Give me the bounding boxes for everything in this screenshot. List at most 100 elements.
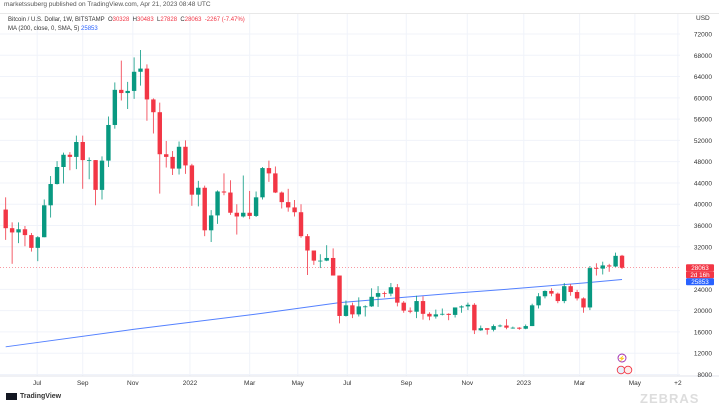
y-tick-label: 12000 xyxy=(694,351,712,358)
flags-icon-2 xyxy=(623,365,633,375)
last-price-label-bg xyxy=(686,264,714,272)
candle-body xyxy=(465,304,471,307)
x-tick-label: Mar xyxy=(574,380,586,387)
candle-body xyxy=(311,250,317,261)
y-tick-label: 48000 xyxy=(694,159,712,166)
candle-body xyxy=(523,326,528,329)
candle-body xyxy=(196,187,201,195)
candle-body xyxy=(510,327,516,329)
ma-price-label-bg xyxy=(686,278,714,286)
candle-body xyxy=(382,293,387,294)
x-tick-label: Nov xyxy=(462,380,474,387)
tradingview-logo[interactable]: TradingView xyxy=(6,393,61,400)
ma-price-label: 25853 xyxy=(691,279,709,286)
watermark: ZEBRAS xyxy=(640,391,700,406)
candle-body xyxy=(208,215,214,231)
lightning-icon xyxy=(617,353,627,363)
y-tick-label: 68000 xyxy=(694,53,712,60)
y-tick-label: 36000 xyxy=(694,223,712,230)
candle-body xyxy=(459,306,464,308)
chart-frame[interactable] xyxy=(0,13,719,408)
y-tick-label: 8000 xyxy=(698,372,713,379)
legend-symbol[interactable]: Bitcoin / U.S. Dollar, 1W, BITSTAMP xyxy=(8,17,105,23)
x-tick-label: 2022 xyxy=(183,380,198,387)
candle-body xyxy=(247,212,252,216)
candle-body xyxy=(440,313,445,315)
tradingview-logo-icon xyxy=(6,393,17,400)
candle-body xyxy=(279,192,284,203)
y-tick-label: 40000 xyxy=(694,202,712,209)
candle-body xyxy=(356,306,361,315)
candle-body xyxy=(215,191,220,216)
candle-body xyxy=(330,257,336,276)
candle-body xyxy=(3,209,8,229)
legend-ma[interactable]: MA (200, close, 0, SMA, 5) xyxy=(8,26,80,32)
candle-body xyxy=(61,154,66,167)
candle-body xyxy=(504,325,509,328)
candle-body xyxy=(266,168,272,174)
last-price-label: 28063 xyxy=(691,265,709,272)
candle-body xyxy=(350,305,355,315)
candle-body xyxy=(318,260,323,262)
candle-body xyxy=(375,293,381,297)
candle-body xyxy=(478,328,483,331)
y-tick-label: 64000 xyxy=(694,74,712,81)
candle-body xyxy=(67,154,73,157)
candle-body xyxy=(324,257,329,261)
y-tick-label: 32000 xyxy=(694,244,712,251)
legend-h-label: H xyxy=(132,17,137,23)
lightning-glyph: ⚡ xyxy=(618,355,625,363)
candle-body xyxy=(54,167,60,185)
candle-body xyxy=(176,146,182,169)
candle-body xyxy=(555,293,561,302)
tradingview-logo-text: TradingView xyxy=(20,393,62,400)
candle-body xyxy=(125,90,130,94)
legend-close: 28063 xyxy=(184,17,202,23)
candle-body xyxy=(292,207,297,213)
legend-o-label: O xyxy=(107,17,113,23)
y-tick-label: 60000 xyxy=(694,95,712,102)
candle-body xyxy=(363,306,368,308)
y-tick-label: 72000 xyxy=(694,32,712,39)
y-tick-label: 16000 xyxy=(694,329,712,336)
candle-body xyxy=(48,184,53,206)
candle-body xyxy=(157,112,162,155)
candle-body xyxy=(273,173,278,193)
candle-body xyxy=(407,310,413,312)
candle-body xyxy=(600,265,605,269)
candle-body xyxy=(74,141,79,157)
candle-body xyxy=(16,229,21,233)
currency-label: USD xyxy=(696,15,710,22)
candle-body xyxy=(343,305,349,316)
candle-body xyxy=(491,326,496,330)
legend-open: 30328 xyxy=(112,17,130,23)
candle-body xyxy=(234,212,240,217)
ma-line xyxy=(5,279,623,348)
legend-change: -2267 (-7.47%) xyxy=(204,17,245,23)
candle-body xyxy=(99,160,105,190)
candle-body xyxy=(35,237,40,248)
candle-body xyxy=(485,328,490,330)
candle-body xyxy=(86,160,92,161)
legend-ma-row: MA (200, close, 0, SMA, 5) 25853 xyxy=(8,25,245,34)
legend-l-label: L xyxy=(157,17,161,23)
candle-body xyxy=(228,192,233,213)
candle-body xyxy=(472,304,477,331)
candle-body xyxy=(170,156,175,169)
legend-symbol-row: Bitcoin / U.S. Dollar, 1W, BITSTAMP O303… xyxy=(8,16,245,25)
candle-body xyxy=(298,212,304,237)
candle-body xyxy=(420,301,426,314)
candle-body xyxy=(619,255,625,268)
candle-body xyxy=(189,165,195,195)
candle-body xyxy=(542,290,548,297)
candle-body xyxy=(574,292,580,299)
candle-body xyxy=(29,235,34,248)
candle-body xyxy=(395,287,400,303)
y-tick-label: 20000 xyxy=(694,308,712,315)
candle-body xyxy=(446,313,451,315)
candle-body xyxy=(112,89,118,125)
candle-body xyxy=(529,305,535,327)
flags-icon xyxy=(616,365,626,375)
candle-body xyxy=(606,265,612,267)
